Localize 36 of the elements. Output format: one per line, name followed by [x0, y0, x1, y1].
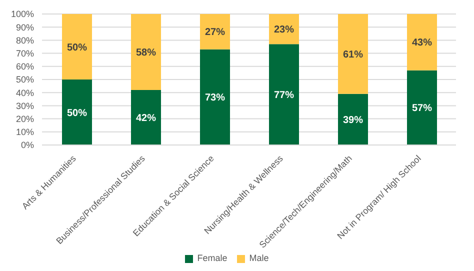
bar — [131, 14, 161, 90]
bar — [338, 14, 368, 94]
data-label: 58% — [136, 47, 156, 58]
data-label: 50% — [66, 42, 88, 54]
y-tick-label: 10% — [16, 127, 34, 138]
bar — [338, 94, 368, 145]
data-label: 73% — [204, 92, 226, 104]
data-label: 50% — [66, 108, 88, 119]
y-tick-label: 70% — [16, 48, 34, 58]
bar — [407, 70, 437, 145]
data-label: 43% — [412, 38, 432, 49]
bar — [200, 14, 230, 50]
bar — [407, 14, 437, 70]
y-tick-label: 100% — [10, 9, 34, 20]
data-label: 61% — [342, 49, 364, 60]
bar — [131, 90, 161, 145]
y-tick-label: 20% — [16, 114, 34, 124]
legend-label: Male — [249, 253, 269, 263]
data-label: 77% — [274, 90, 294, 102]
bar — [62, 80, 92, 145]
bar — [269, 44, 299, 145]
data-label: 39% — [342, 114, 364, 126]
bar — [200, 49, 230, 145]
y-tick-label: 60% — [16, 62, 34, 72]
data-label: 27% — [204, 27, 226, 38]
bar — [62, 14, 92, 80]
y-tick-label: 40% — [16, 88, 34, 98]
data-label: 23% — [274, 24, 294, 36]
y-tick-label: 80% — [16, 35, 34, 46]
data-label: 57% — [412, 103, 432, 114]
y-tick-label: 90% — [16, 22, 34, 32]
y-tick-label: 30% — [16, 100, 34, 111]
data-label: 42% — [136, 112, 156, 124]
y-tick-label: 0% — [20, 140, 34, 150]
legend-label: Female — [197, 253, 228, 263]
y-tick-label: 50% — [16, 74, 34, 85]
